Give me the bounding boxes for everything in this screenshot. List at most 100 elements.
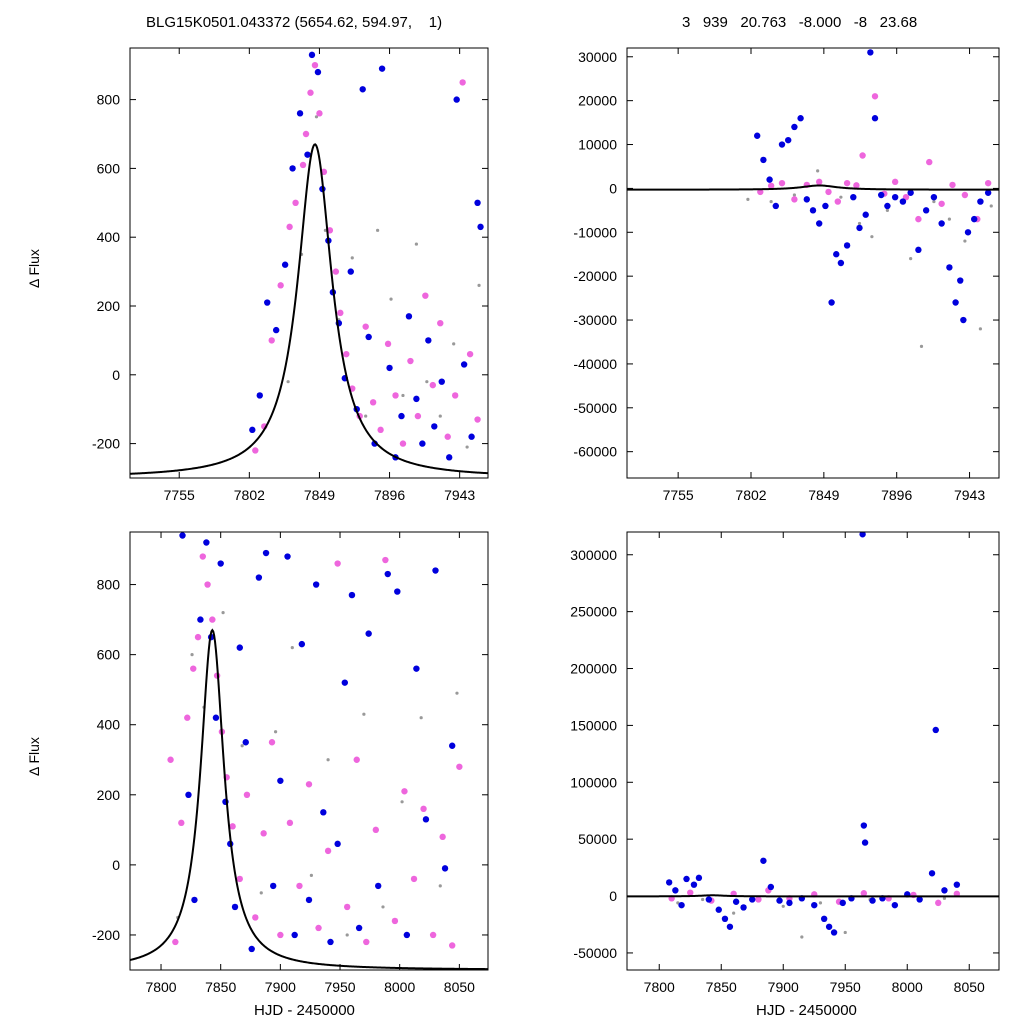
y-tick-label: 100000 <box>570 774 617 790</box>
data-point <box>394 588 401 595</box>
data-point <box>292 199 299 206</box>
x-tick-label: 7900 <box>265 979 296 995</box>
data-point <box>859 532 866 538</box>
data-point <box>449 742 456 749</box>
y-tick-label: 250000 <box>570 604 617 620</box>
data-point <box>942 896 947 900</box>
data-point <box>938 220 945 227</box>
data-point <box>953 890 961 897</box>
data-point <box>989 204 993 208</box>
data-point <box>860 890 868 897</box>
data-point <box>860 822 868 829</box>
data-point <box>960 316 967 324</box>
data-point <box>809 207 817 214</box>
data-point <box>264 299 271 306</box>
data-point <box>273 730 278 734</box>
panel-bottom-left: 7800 7850 7900 7950 8000 8050 -200 0 200 400 600 80… <box>92 531 489 995</box>
panel-title-left: BLG15K0501.043372 (5654.62, 594.97, 1) <box>146 14 443 31</box>
data-point <box>746 197 750 201</box>
y-tick-label: 10000 <box>578 137 617 153</box>
data-point <box>308 51 316 59</box>
data-point <box>324 847 332 855</box>
data-point <box>884 202 891 210</box>
data-point <box>732 911 736 915</box>
model-curve <box>627 894 999 898</box>
data-point <box>455 691 459 695</box>
data-point <box>399 440 407 447</box>
data-point <box>800 935 804 939</box>
data-point <box>248 945 255 953</box>
data-point <box>347 268 354 275</box>
data-point <box>184 714 191 721</box>
data-point <box>811 901 818 909</box>
data-point <box>236 644 243 651</box>
data-point <box>916 896 923 903</box>
data-point <box>776 897 783 904</box>
data-point <box>365 630 372 637</box>
data-point <box>298 640 306 648</box>
x-tick-label: 7802 <box>735 487 766 503</box>
data-point <box>465 445 469 449</box>
data-point <box>466 350 474 358</box>
x-tick-label: 7849 <box>304 487 335 503</box>
data-point <box>334 840 341 848</box>
data-point <box>291 931 298 939</box>
data-point <box>760 857 767 864</box>
data-point <box>302 130 310 138</box>
x-tick-label: 7802 <box>234 487 265 503</box>
data-point <box>307 89 314 96</box>
data-point <box>311 61 319 69</box>
data-point <box>909 257 913 261</box>
y-tick-label: -50000 <box>573 400 617 416</box>
data-point <box>199 553 206 560</box>
data-point <box>375 882 382 890</box>
data-point <box>422 292 429 299</box>
data-point <box>422 816 430 823</box>
data-point <box>204 581 211 588</box>
data-point <box>403 931 411 939</box>
data-point <box>451 392 459 399</box>
data-point <box>828 299 835 306</box>
data-point <box>332 268 340 275</box>
data-point <box>194 633 202 641</box>
y-tick-label: 150000 <box>570 717 617 733</box>
data-point <box>438 378 445 385</box>
data-point <box>850 193 857 201</box>
data-point <box>984 179 992 187</box>
data-point <box>452 342 456 346</box>
data-point <box>197 616 204 623</box>
data-point <box>816 169 820 173</box>
data-point <box>953 881 961 888</box>
data-point <box>362 712 366 716</box>
data-point <box>327 938 334 946</box>
data-point <box>400 800 404 804</box>
y-tick-label: 200 <box>97 787 121 803</box>
data-point <box>272 326 280 334</box>
data-point <box>252 447 259 454</box>
data-point <box>260 830 267 837</box>
data-point <box>377 426 384 434</box>
x-tick-label: 8050 <box>444 979 475 995</box>
data-point <box>915 246 922 254</box>
data-point <box>726 923 734 930</box>
data-point <box>833 251 840 258</box>
data-point <box>732 898 740 905</box>
data-point <box>861 839 869 846</box>
data-point <box>930 193 938 201</box>
data-point <box>816 220 823 227</box>
data-points <box>746 49 993 348</box>
data-point <box>803 196 810 203</box>
data-point <box>438 414 442 418</box>
data-point <box>867 49 874 56</box>
data-point <box>755 896 762 903</box>
data-point <box>382 556 389 564</box>
data-point <box>284 553 291 560</box>
data-point <box>343 903 351 911</box>
data-point <box>740 904 747 911</box>
data-point <box>439 833 446 841</box>
data-point <box>315 924 322 932</box>
data-point <box>337 309 344 317</box>
data-point <box>372 826 380 834</box>
data-point <box>932 199 936 204</box>
data-point <box>262 549 270 557</box>
